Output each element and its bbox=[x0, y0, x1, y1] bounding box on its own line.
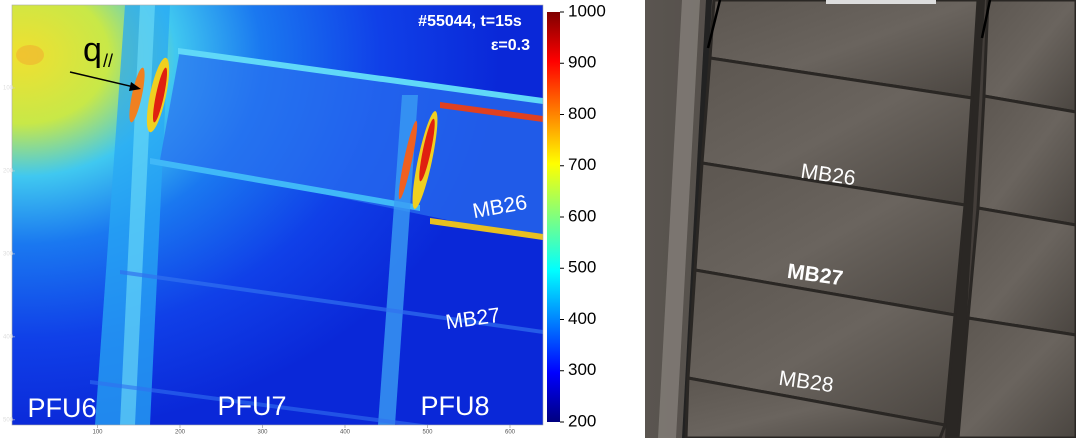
tile bbox=[958, 318, 1076, 438]
y-tick-label: 200 bbox=[3, 169, 14, 175]
colorbar-tick-label: 300 bbox=[568, 360, 596, 379]
y-tick-label: 100 bbox=[3, 86, 14, 92]
x-tick-label: 100 bbox=[92, 430, 103, 436]
colorbar-tick-label: 1000 bbox=[568, 1, 606, 20]
tile bbox=[968, 208, 1076, 335]
colorbar-tick-label: 700 bbox=[568, 155, 596, 174]
photo-mark bbox=[826, 0, 936, 4]
y-tick-label: 400 bbox=[3, 334, 14, 340]
colorbar-tick-label: 200 bbox=[568, 411, 596, 430]
x-tick-label: 300 bbox=[257, 430, 268, 436]
x-tick-label: 600 bbox=[505, 430, 516, 436]
heat-flux-symbol: q bbox=[83, 31, 102, 69]
colorbar bbox=[547, 12, 560, 422]
photo bbox=[645, 0, 1076, 438]
colorbar-tick-label: 600 bbox=[568, 206, 596, 225]
y-tick-label: 300 bbox=[3, 251, 14, 257]
colorbar-tick-label: 500 bbox=[568, 258, 596, 277]
y-tick-label: 500 bbox=[3, 417, 14, 423]
x-tick-label: 500 bbox=[422, 430, 433, 436]
colorbar-tick-label: 400 bbox=[568, 309, 596, 328]
tile bbox=[978, 96, 1076, 225]
colorbar-tick-label: 900 bbox=[568, 53, 596, 72]
ir-image bbox=[12, 5, 543, 438]
tile bbox=[984, 0, 1076, 112]
figure: #55044, t=15s ε=0.3 q // 100 200 300 400 500… bbox=[0, 0, 1076, 438]
pfu-label: PFU7 bbox=[217, 391, 286, 421]
pfu-label: PFU6 bbox=[27, 393, 96, 423]
colorbar-tick-label: 800 bbox=[568, 104, 596, 123]
pfu-label: PFU8 bbox=[420, 391, 489, 421]
heat-flux-subscript: // bbox=[103, 51, 113, 71]
x-tick-label: 200 bbox=[175, 430, 186, 436]
ir-title: #55044, t=15s bbox=[418, 13, 522, 30]
x-tick-label: 400 bbox=[340, 430, 351, 436]
emissivity: ε=0.3 bbox=[491, 37, 530, 54]
warm-region bbox=[16, 45, 44, 65]
